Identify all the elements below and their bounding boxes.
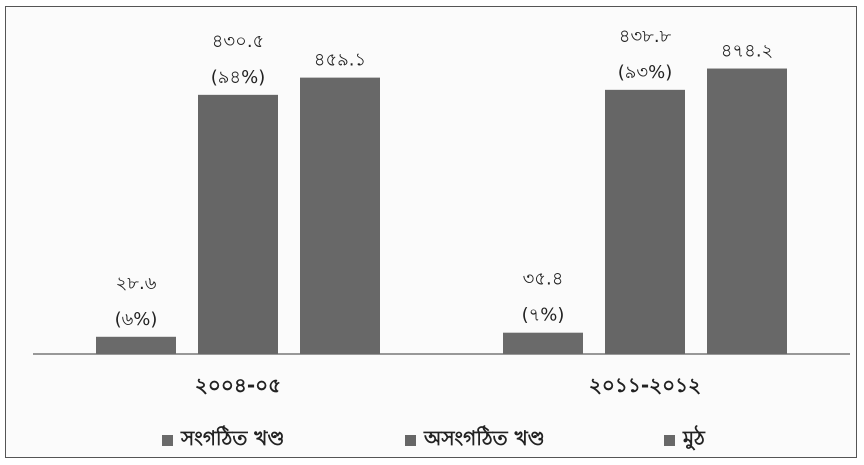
legend: সংগঠিত খণ্ড অসংগঠিত খণ্ড মুঠ	[0, 424, 864, 454]
category-label-2: ২০১১-২০১২	[589, 373, 701, 397]
legend-swatch-total	[664, 435, 675, 446]
legend-label-unorganized: অসংগঠিত খণ্ড	[424, 426, 545, 450]
value-label-organized-1: ২৮.৬	[116, 273, 157, 294]
share-label-organized-1: (৬%)	[115, 309, 158, 330]
value-label-unorganized-1: ৪৩০.৫	[212, 31, 265, 52]
legend-swatch-organized	[162, 435, 173, 446]
legend-swatch-unorganized	[405, 435, 416, 446]
share-label-unorganized-2: (৯৩%)	[618, 62, 673, 83]
category-label-1: ২০০৪-০৫	[195, 373, 281, 397]
legend-label-organized: সংগঠিত খণ্ড	[181, 426, 285, 450]
bar-organized-2	[503, 332, 583, 354]
value-label-total-1: ৪৫৯.১	[314, 50, 366, 71]
bar-total-1	[300, 77, 380, 355]
legend-item-unorganized: অসংগঠিত খণ্ড	[405, 424, 545, 457]
share-label-unorganized-1: (৯৪%)	[211, 67, 266, 88]
bar-total-2	[707, 68, 787, 354]
share-label-organized-2: (৭%)	[522, 305, 565, 326]
legend-label-total: মুঠ	[683, 426, 705, 450]
legend-item-total: মুঠ	[664, 424, 705, 457]
bar-organized-1	[96, 336, 176, 354]
legend-item-organized: সংগঠিত খণ্ড	[162, 424, 284, 457]
value-label-total-2: ৪৭৪.২	[721, 41, 774, 62]
bar-unorganized-1	[198, 94, 278, 355]
value-label-organized-2: ৩৫.৪	[523, 269, 564, 290]
value-label-unorganized-2: ৪৩৮.৮	[619, 26, 672, 47]
bar-unorganized-2	[605, 89, 685, 354]
